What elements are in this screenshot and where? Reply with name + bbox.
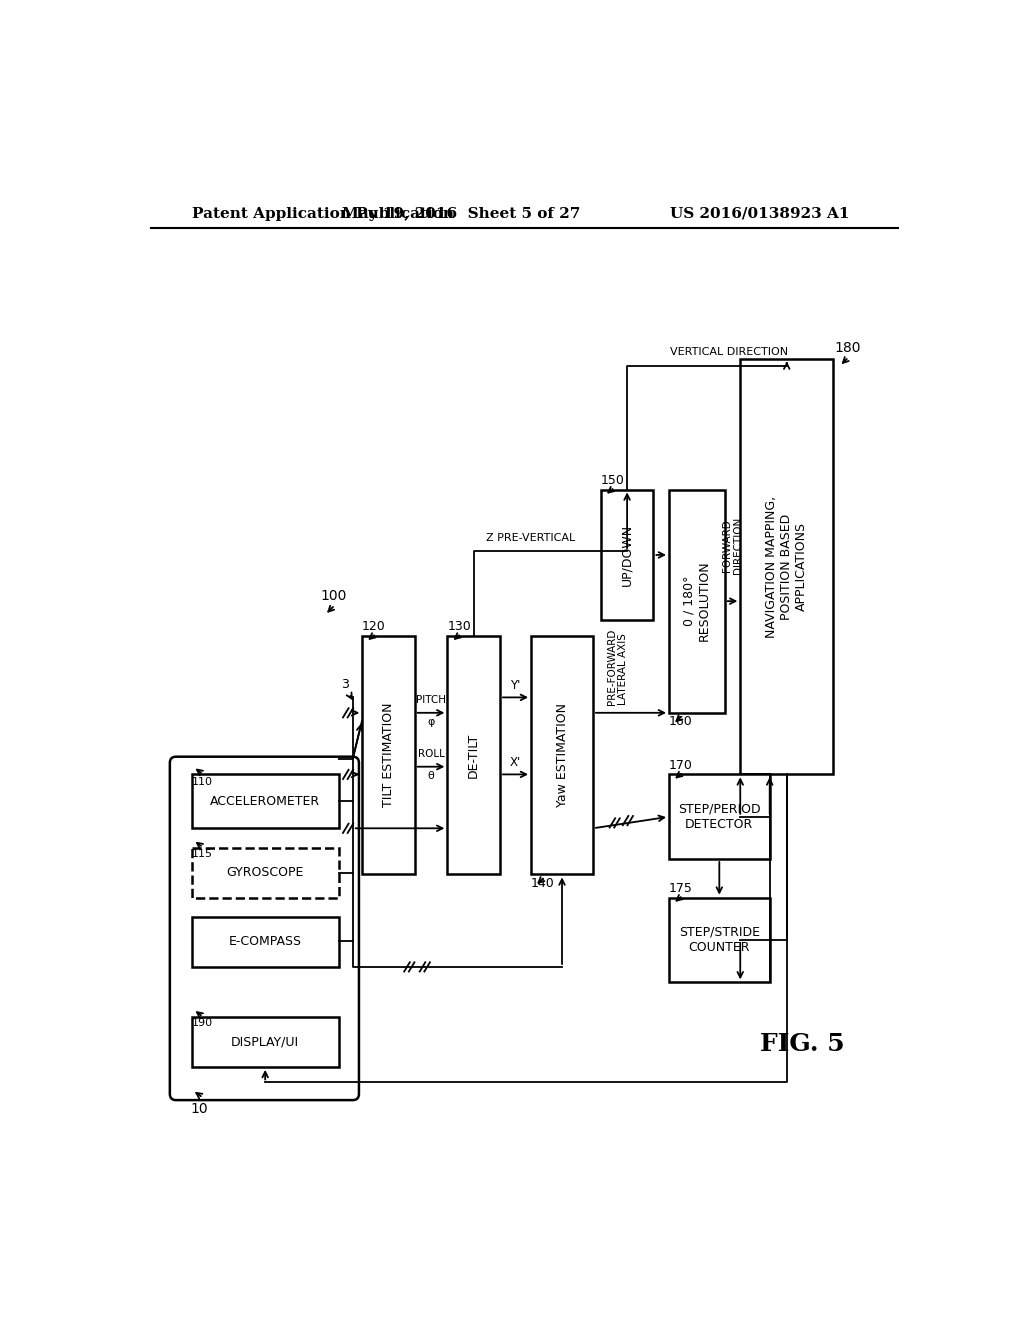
Text: VERTICAL DIRECTION: VERTICAL DIRECTION [671,347,788,358]
Bar [191,1016,339,1067]
Text: DISPLAY/UI: DISPLAY/UI [231,1035,299,1048]
Bar [669,898,770,982]
Text: Y': Y' [510,678,520,692]
Bar [447,636,500,874]
Text: US 2016/0138923 A1: US 2016/0138923 A1 [671,207,850,220]
Bar [669,490,725,713]
Bar [191,917,339,966]
Bar [669,775,770,859]
Text: 190: 190 [191,1019,213,1028]
Text: ACCELEROMETER: ACCELEROMETER [210,795,321,808]
Text: UP/DOWN: UP/DOWN [621,524,634,586]
Text: Z PRE-VERTICAL: Z PRE-VERTICAL [486,533,575,544]
Bar [191,847,339,898]
Text: E-COMPASS: E-COMPASS [228,935,302,948]
Bar [362,636,415,874]
FancyBboxPatch shape [170,756,359,1100]
Text: NAVIGATION MAPPING,
POSITION BASED
APPLICATIONS: NAVIGATION MAPPING, POSITION BASED APPLI… [765,495,808,638]
Text: 175: 175 [669,882,693,895]
Text: X': X' [510,756,521,770]
Text: GYROSCOPE: GYROSCOPE [226,866,304,879]
Text: 160: 160 [669,715,692,729]
Text: May 19, 2016  Sheet 5 of 27: May 19, 2016 Sheet 5 of 27 [342,207,581,220]
Text: 150: 150 [601,474,625,487]
Text: PRE-FORWARD: PRE-FORWARD [607,628,616,705]
Bar [740,359,834,775]
Text: 100: 100 [321,589,346,603]
Bar [531,636,593,874]
Text: θ: θ [428,771,434,781]
Text: Patent Application Publication: Patent Application Publication [191,207,454,220]
Text: 180: 180 [835,341,861,355]
Text: Yaw ESTIMATION: Yaw ESTIMATION [555,704,568,807]
Text: φ: φ [427,718,435,727]
Text: LATERAL AXIS: LATERAL AXIS [617,634,628,705]
Text: 0 / 180°
RESOLUTION: 0 / 180° RESOLUTION [683,561,711,642]
Text: 130: 130 [447,620,471,634]
Text: FIG. 5: FIG. 5 [760,1032,845,1056]
Text: 10: 10 [190,1102,208,1115]
Text: ROLL: ROLL [418,748,444,759]
Text: 110: 110 [191,776,213,787]
Text: 140: 140 [531,876,555,890]
Text: STEP/STRIDE
COUNTER: STEP/STRIDE COUNTER [679,925,760,954]
Text: 115: 115 [191,849,213,859]
Text: TILT ESTIMATION: TILT ESTIMATION [382,702,395,808]
Bar [191,775,339,829]
Text: 3: 3 [341,678,349,692]
Text: PITCH: PITCH [416,696,446,705]
Text: 170: 170 [669,759,693,772]
Text: STEP/PERIOD
DETECTOR: STEP/PERIOD DETECTOR [678,803,761,830]
Text: DE-TILT: DE-TILT [467,733,480,777]
Text: 120: 120 [362,620,386,634]
Text: FORWARD
DIRECTION: FORWARD DIRECTION [722,517,743,574]
Bar [601,490,653,620]
